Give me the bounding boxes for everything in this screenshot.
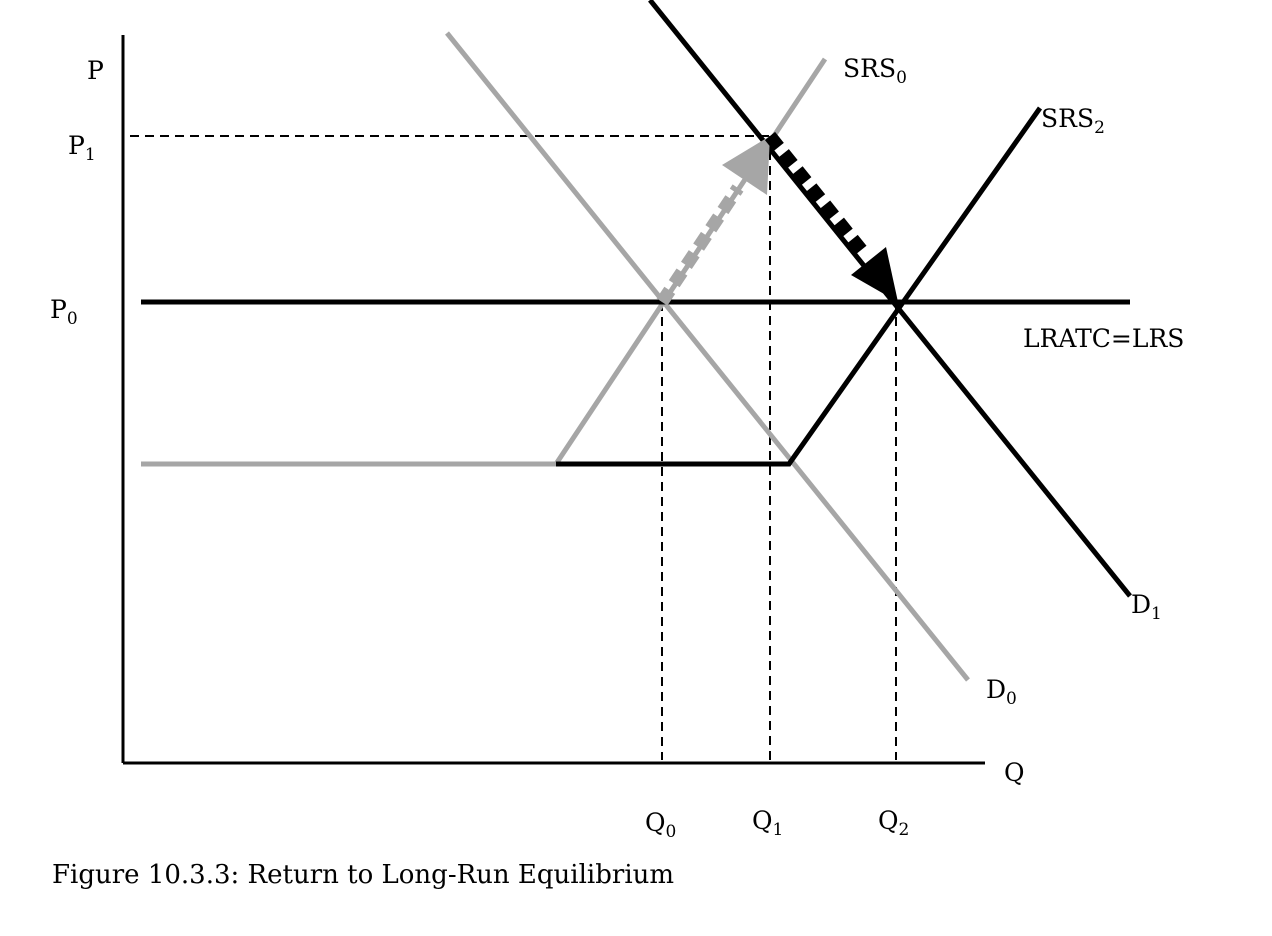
gray-adjustment-arrow [656, 184, 744, 306]
srs0-curve [141, 57, 828, 467]
figure-caption: Figure 10.3.3: Return to Long-Run Equili… [52, 860, 675, 890]
p0-label: P0 [50, 295, 78, 329]
q2-label: Q2 [878, 806, 909, 840]
d1-curve [648, 0, 1132, 598]
q1-label: Q1 [752, 806, 783, 840]
d1-label: D1 [1131, 590, 1162, 624]
p1-label: P1 [68, 131, 96, 165]
q0-label: Q0 [645, 808, 676, 842]
black-adjustment-arrow [764, 131, 870, 258]
srs0-label: SRS0 [843, 54, 907, 88]
x-axis-label: Q [1004, 758, 1025, 787]
srs2-label: SRS2 [1041, 104, 1105, 138]
long-run-equilibrium-diagram: P Q P1 P0 Q0 Q1 Q2 SRS0 SRS2 LRATC=LRS D… [50, 0, 1184, 842]
d0-label: D0 [986, 675, 1017, 709]
lratc-lrs-label: LRATC=LRS [1023, 324, 1184, 353]
srs2-curve [556, 106, 1043, 467]
d0-curve [445, 31, 970, 682]
black-arrowhead [851, 247, 898, 302]
gray-arrowhead [722, 136, 770, 195]
y-axis-label: P [87, 56, 104, 85]
